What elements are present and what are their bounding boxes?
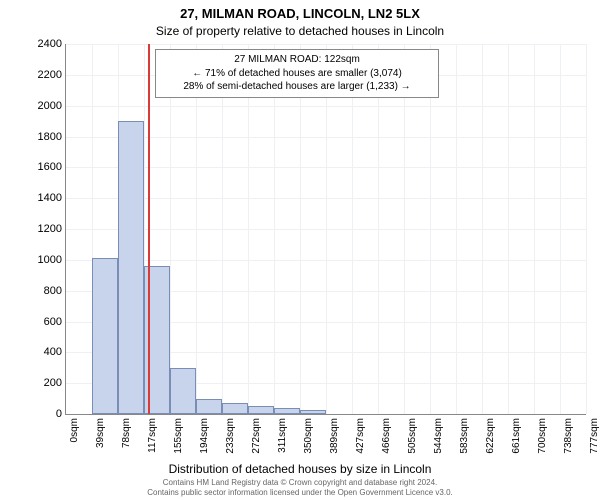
y-tick-label: 600 [22, 316, 62, 328]
reference-line [148, 44, 150, 414]
y-tick-label: 1400 [22, 192, 62, 204]
gridline-v [196, 44, 197, 414]
gridline-v [378, 44, 379, 414]
annotation-line: ← 71% of detached houses are smaller (3,… [162, 67, 432, 81]
x-tick-label: 505sqm [407, 418, 418, 454]
chart-title-2: Size of property relative to detached ho… [0, 24, 600, 38]
gridline-v [352, 44, 353, 414]
gridline-v [222, 44, 223, 414]
gridline-v [456, 44, 457, 414]
x-tick-label: 194sqm [199, 418, 210, 454]
x-tick-label: 738sqm [563, 418, 574, 454]
y-tick-label: 1200 [22, 223, 62, 235]
y-tick-label: 1600 [22, 161, 62, 173]
footer-credits: Contains HM Land Registry data © Crown c… [0, 478, 600, 498]
x-tick-label: 622sqm [485, 418, 496, 454]
gridline-v [170, 44, 171, 414]
y-tick-label: 0 [22, 408, 62, 420]
histogram-bar [118, 121, 144, 414]
x-tick-label: 777sqm [589, 418, 600, 454]
x-tick-label: 155sqm [173, 418, 184, 454]
annotation-line: 27 MILMAN ROAD: 122sqm [162, 53, 432, 67]
gridline-v [326, 44, 327, 414]
histogram-bar [196, 399, 222, 414]
x-tick-label: 389sqm [329, 418, 340, 454]
annotation-line: 28% of semi-detached houses are larger (… [162, 80, 432, 94]
y-tick-label: 1000 [22, 254, 62, 266]
histogram-bar [274, 408, 300, 414]
footer-line-2: Contains public sector information licen… [0, 488, 600, 498]
histogram-bar [92, 258, 118, 414]
y-tick-label: 1800 [22, 131, 62, 143]
x-tick-label: 117sqm [147, 418, 158, 453]
x-tick-label: 466sqm [381, 418, 392, 454]
x-tick-label: 78sqm [121, 418, 132, 448]
gridline-v [300, 44, 301, 414]
gridline-v [404, 44, 405, 414]
gridline-v [430, 44, 431, 414]
x-tick-label: 39sqm [95, 418, 106, 448]
histogram-bar [248, 406, 274, 414]
gridline-v [274, 44, 275, 414]
y-tick-label: 2000 [22, 100, 62, 112]
histogram-bar [300, 410, 326, 414]
chart-container: 27, MILMAN ROAD, LINCOLN, LN2 5LX Size o… [0, 0, 600, 500]
x-tick-label: 272sqm [251, 418, 262, 454]
x-tick-label: 350sqm [303, 418, 314, 454]
x-tick-label: 311sqm [277, 418, 288, 453]
x-tick-label: 583sqm [459, 418, 470, 454]
gridline-v [560, 44, 561, 414]
gridline-v [534, 44, 535, 414]
histogram-bar [222, 403, 248, 414]
y-tick-label: 800 [22, 285, 62, 297]
gridline-v [248, 44, 249, 414]
x-tick-label: 233sqm [225, 418, 236, 454]
x-tick-label: 427sqm [355, 418, 366, 454]
gridline-v [508, 44, 509, 414]
gridline-v [482, 44, 483, 414]
x-tick-label: 661sqm [511, 418, 522, 454]
plot-area: 27 MILMAN ROAD: 122sqm← 71% of detached … [65, 44, 586, 415]
y-tick-label: 2400 [22, 38, 62, 50]
x-axis-label: Distribution of detached houses by size … [0, 462, 600, 476]
histogram-bar [170, 368, 196, 414]
x-tick-label: 700sqm [537, 418, 548, 454]
x-tick-label: 0sqm [69, 418, 80, 442]
annotation-box: 27 MILMAN ROAD: 122sqm← 71% of detached … [155, 49, 439, 98]
y-tick-label: 2200 [22, 69, 62, 81]
footer-line-1: Contains HM Land Registry data © Crown c… [0, 478, 600, 488]
y-tick-label: 400 [22, 346, 62, 358]
y-tick-label: 200 [22, 377, 62, 389]
gridline-v [586, 44, 587, 414]
x-tick-label: 544sqm [433, 418, 444, 454]
chart-title-1: 27, MILMAN ROAD, LINCOLN, LN2 5LX [0, 6, 600, 21]
